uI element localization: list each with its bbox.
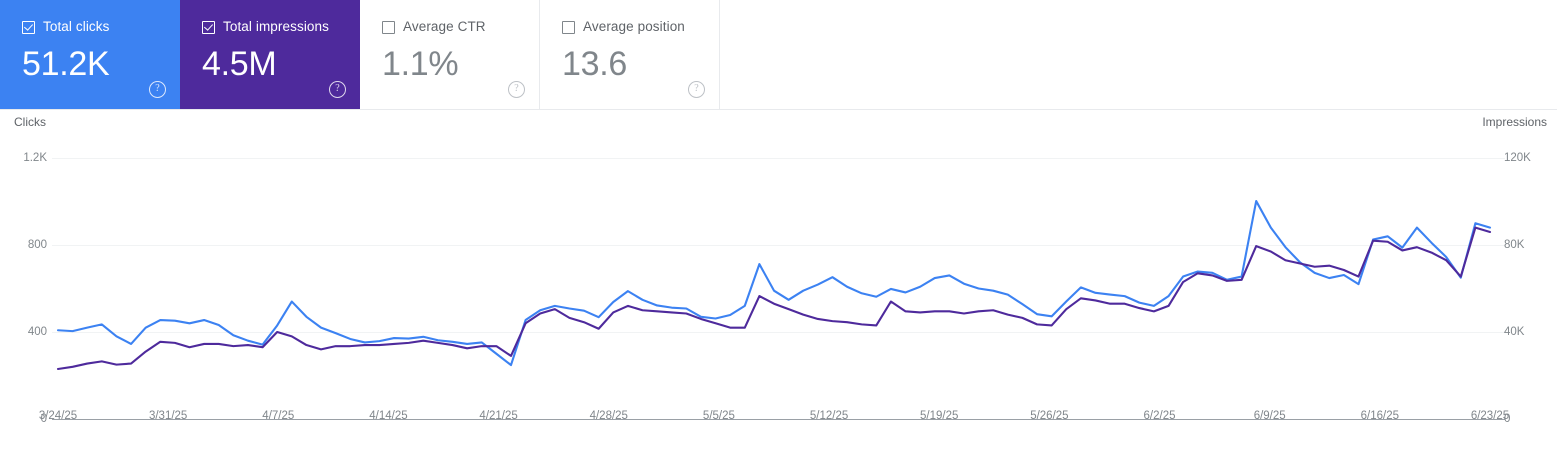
checkbox-total-clicks[interactable] xyxy=(22,20,35,34)
clicks-axis-title: Clicks xyxy=(14,115,46,129)
date-tick-label: 6/16/25 xyxy=(1360,410,1400,422)
date-tick-label: 5/12/25 xyxy=(809,410,849,422)
date-tick-label: 6/2/25 xyxy=(1143,410,1176,422)
metric-value-total-impressions: 4.5M xyxy=(202,45,277,83)
metrics-row-spacer xyxy=(720,0,1557,109)
clicks-tick-label: 800 xyxy=(27,239,47,251)
metric-card-total-impressions[interactable]: Total impressions 4.5M ? xyxy=(180,0,360,109)
metric-card-average-position[interactable]: Average position 13.6 ? xyxy=(540,0,720,109)
date-tick-label: 3/24/25 xyxy=(38,410,78,422)
help-icon-total-impressions[interactable]: ? xyxy=(329,81,346,98)
performance-chart: Clicks Impressions 1.2K 800 400 0 120K 80K 40… xyxy=(0,110,1557,474)
impressions-axis-title: Impressions xyxy=(1482,115,1547,129)
metric-card-total-clicks[interactable]: Total clicks 51.2K ? xyxy=(0,0,180,109)
date-tick-label: 6/9/25 xyxy=(1253,410,1286,422)
impressions-tick-label: 0 xyxy=(1504,413,1511,425)
date-tick-label: 4/14/25 xyxy=(369,410,408,422)
date-tick-label: 5/5/25 xyxy=(702,410,735,422)
impressions-tick-label: 120K xyxy=(1504,152,1531,164)
series-line-impressions xyxy=(56,226,1492,371)
metric-value-total-clicks: 51.2K xyxy=(22,45,110,83)
gridline xyxy=(52,245,1505,246)
date-tick-label: 6/23/25 xyxy=(1470,410,1510,422)
metric-value-average-position: 13.6 xyxy=(562,45,627,83)
metric-label-average-ctr: Average CTR xyxy=(403,19,486,34)
gridline xyxy=(52,419,1505,420)
date-tick-label: 3/31/25 xyxy=(148,410,188,422)
chart-plot-surface[interactable] xyxy=(0,110,1557,474)
metric-label-total-impressions: Total impressions xyxy=(223,19,329,34)
metric-header-total-clicks: Total clicks xyxy=(22,18,164,36)
metric-header-average-position: Average position xyxy=(562,18,703,36)
metric-card-average-ctr[interactable]: Average CTR 1.1% ? xyxy=(360,0,540,109)
metrics-card-row: Total clicks 51.2K ? Total impressions 4… xyxy=(0,0,1557,110)
metric-label-total-clicks: Total clicks xyxy=(43,19,110,34)
date-tick-label: 4/7/25 xyxy=(262,410,295,422)
help-icon-average-position[interactable]: ? xyxy=(688,81,705,98)
checkbox-average-position[interactable] xyxy=(562,20,575,34)
metric-header-average-ctr: Average CTR xyxy=(382,18,523,36)
checkbox-total-impressions[interactable] xyxy=(202,20,215,34)
checkbox-average-ctr[interactable] xyxy=(382,20,395,34)
date-tick-label: 4/21/25 xyxy=(479,410,518,422)
help-icon-total-clicks[interactable]: ? xyxy=(149,81,166,98)
metric-header-total-impressions: Total impressions xyxy=(202,18,344,36)
clicks-tick-label: 1.2K xyxy=(23,152,47,164)
clicks-tick-label: 400 xyxy=(27,326,47,338)
gridline xyxy=(52,332,1505,333)
series-line-clicks xyxy=(56,200,1492,367)
gridline xyxy=(52,158,1505,159)
impressions-tick-label: 80K xyxy=(1504,239,1525,251)
impressions-tick-label: 40K xyxy=(1504,326,1525,338)
date-tick-label: 5/26/25 xyxy=(1030,410,1069,422)
clicks-tick-label: 0 xyxy=(40,413,47,425)
metric-value-average-ctr: 1.1% xyxy=(382,45,459,83)
date-tick-label: 4/28/25 xyxy=(589,410,628,422)
metric-label-average-position: Average position xyxy=(583,19,685,34)
help-icon-average-ctr[interactable]: ? xyxy=(508,81,525,98)
date-tick-label: 5/19/25 xyxy=(920,410,959,422)
